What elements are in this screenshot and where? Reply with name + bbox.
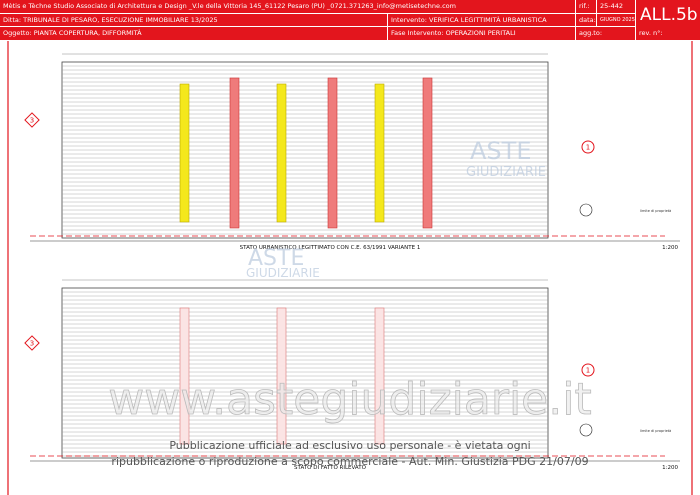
watermark-logo: ASTE [248, 246, 304, 271]
watermark-logo: GIUDIZIARIE [246, 266, 320, 280]
skylight [374, 307, 385, 445]
skylight [229, 77, 240, 229]
skylight [276, 307, 287, 445]
skylight [374, 83, 385, 223]
watermark-logo: ASTE [470, 137, 531, 165]
section-left: 3 [30, 117, 34, 125]
skylight [179, 83, 190, 223]
section-marker [24, 112, 40, 128]
plan-scale: 1:200 [662, 245, 678, 251]
skylight [179, 307, 190, 445]
roof-outline [61, 287, 549, 459]
fase: Fase Intervento: OPERAZIONI PERITALI [388, 27, 576, 41]
rev-label: rev. n°: [636, 27, 700, 41]
skylight [327, 77, 338, 229]
code: ALL.5b [640, 5, 698, 25]
plan-title: STATO URBANISTICO LEGITTIMATO CON C.E. 6… [240, 245, 421, 251]
watermark-site: www.astegiudiziarie.it [108, 374, 591, 425]
north-arrow [579, 423, 593, 437]
boundary-label: limite di proprietà [640, 429, 671, 433]
watermark-logo: GIUDIZIARIE [466, 165, 546, 180]
data: GIUGNO 2025 [597, 14, 636, 27]
oggetto: Oggetto: PIANTA COPERTURA, DIFFORMITÀ [0, 27, 388, 41]
plan-title: STATO DI FATTO RILEVATO [294, 465, 367, 471]
watermark-notice: Pubblicazione ufficiale ad esclusivo uso… [169, 439, 530, 452]
intervento: Intervento: VERIFICA LEGITTIMITÀ URBANIS… [388, 14, 576, 27]
section-right: 1 [586, 144, 590, 152]
title-block: Mètis e Tèchne Studio Associato di Archi… [0, 0, 700, 41]
north-arrow [579, 203, 593, 217]
section-marker [24, 335, 40, 351]
skylight [422, 77, 433, 229]
plan-scale: 1:200 [662, 465, 678, 471]
rif: 25-442 [597, 0, 636, 14]
rif-label: rif.: [576, 0, 597, 14]
agg-label: agg.to: [576, 27, 636, 41]
skylight [276, 83, 287, 223]
ditta: Ditta: TRIBUNALE DI PESARO, ESECUZIONE I… [0, 14, 388, 27]
section-left: 3 [30, 340, 34, 348]
section-marker [581, 363, 595, 377]
watermark-notice: ripubblicazione o riproduzione a scopo c… [111, 455, 588, 468]
studio: Mètis e Tèchne Studio Associato di Archi… [0, 0, 576, 14]
section-right: 1 [586, 367, 590, 375]
boundary-label: limite di proprietà [640, 209, 671, 213]
section-marker [581, 140, 595, 154]
drawing-sheet: STATO URBANISTICO LEGITTIMATO CON C.E. 6… [7, 41, 693, 495]
data-label: data: [576, 14, 597, 27]
